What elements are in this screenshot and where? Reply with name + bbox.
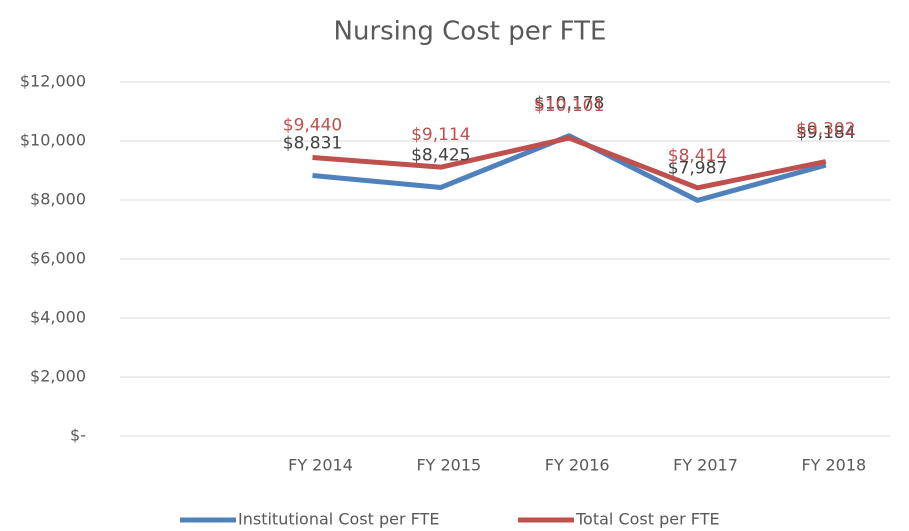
y-tick-label: $8,000 xyxy=(30,190,86,209)
y-tick-label: $12,000 xyxy=(20,72,86,91)
legend-label: Total Cost per FTE xyxy=(575,510,720,529)
y-tick-label: $10,000 xyxy=(20,131,86,150)
x-tick-label: FY 2017 xyxy=(673,456,738,475)
data-label: $9,302 xyxy=(796,120,855,140)
data-label: $9,184 xyxy=(796,123,855,143)
x-tick-label: FY 2016 xyxy=(545,456,610,475)
y-tick-label: $4,000 xyxy=(30,308,86,327)
data-label: $10,178 xyxy=(534,94,604,114)
y-tick-label: $2,000 xyxy=(30,367,86,386)
data-label: $7,987 xyxy=(668,158,727,178)
data-label: $8,414 xyxy=(668,146,727,166)
data-label: $10,101 xyxy=(534,96,604,116)
legend-label: Institutional Cost per FTE xyxy=(238,510,439,529)
y-tick-label: $6,000 xyxy=(30,249,86,268)
series-line xyxy=(312,133,827,203)
series-line xyxy=(312,135,827,191)
data-label: $8,831 xyxy=(283,133,342,153)
x-tick-label: FY 2014 xyxy=(288,456,353,475)
data-label: $9,114 xyxy=(411,125,470,145)
chart-title: Nursing Cost per FTE xyxy=(334,17,607,47)
x-tick-label: FY 2015 xyxy=(416,456,481,475)
data-label: $8,425 xyxy=(411,145,470,165)
x-tick-label: FY 2018 xyxy=(801,456,866,475)
data-label: $9,440 xyxy=(283,116,342,136)
y-tick-label: $- xyxy=(70,426,86,445)
